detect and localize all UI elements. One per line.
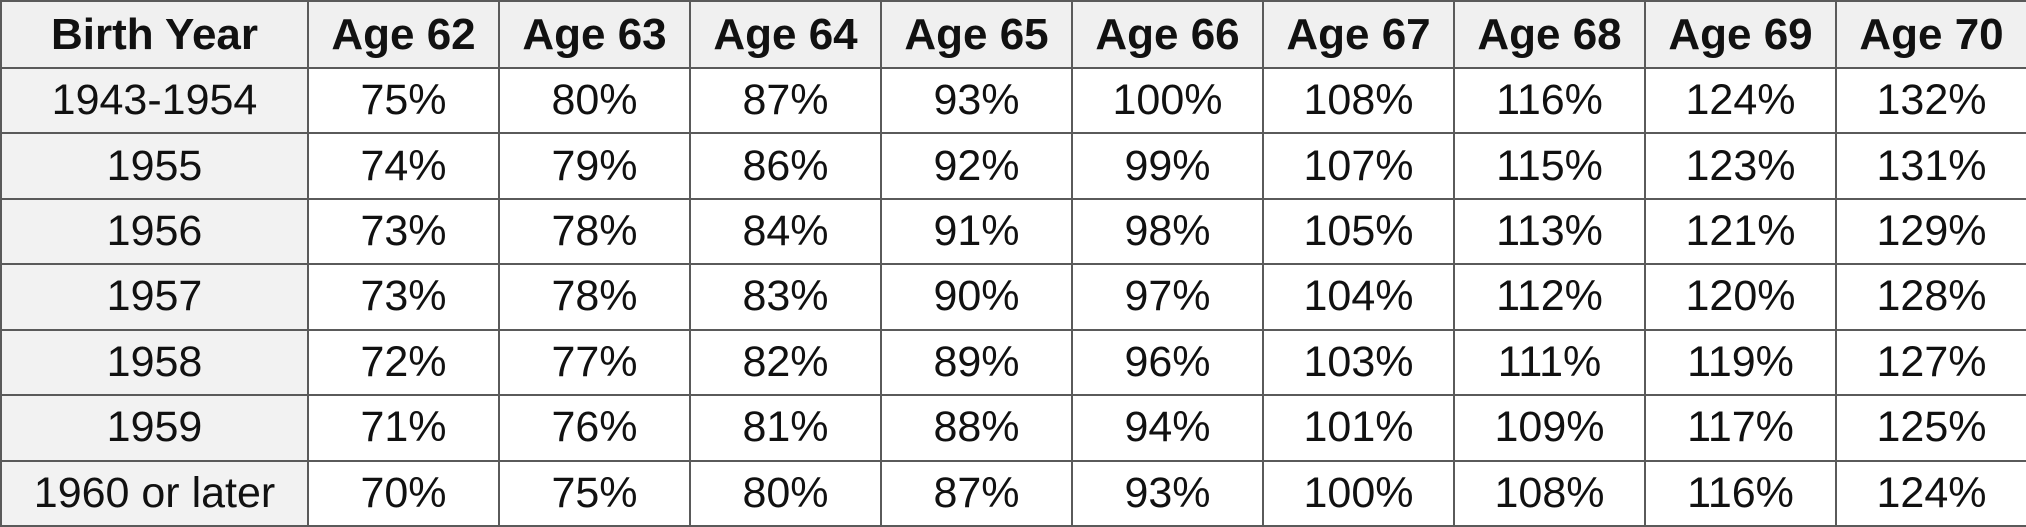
cell: 79% — [498, 132, 691, 200]
cell: 132% — [1835, 66, 2026, 135]
cell: 75% — [307, 66, 500, 135]
row-label: 1943-1954 — [0, 66, 309, 135]
table-row: 1957 73% 78% 83% 90% 97% 104% 112% 120% 128% — [0, 263, 2026, 331]
cell: 97% — [1071, 263, 1264, 331]
row-label: 1958 — [0, 328, 309, 397]
cell: 83% — [689, 263, 882, 331]
header-row: Birth Year Age 62 Age 63 Age 64 Age 65 Age 66… — [0, 0, 2026, 69]
cell: 115% — [1453, 132, 1646, 200]
header-cell: Age 63 — [498, 0, 691, 69]
cell: 108% — [1453, 459, 1646, 527]
table-row: 1960 or later 70% 75% 80% 87% 93% 100% 108% 116%… — [0, 459, 2026, 527]
cell: 93% — [880, 66, 1073, 135]
cell: 71% — [307, 394, 500, 462]
cell: 96% — [1071, 328, 1264, 397]
cell: 116% — [1644, 459, 1837, 527]
cell: 101% — [1262, 394, 1455, 462]
row-label: 1957 — [0, 263, 309, 331]
header-cell: Age 62 — [307, 0, 500, 69]
cell: 104% — [1262, 263, 1455, 331]
cell: 90% — [880, 263, 1073, 331]
row-label: 1960 or later — [0, 459, 309, 527]
cell: 125% — [1835, 394, 2026, 462]
cell: 74% — [307, 132, 500, 200]
table-row: 1943-1954 75% 80% 87% 93% 100% 108% 116% 124% 132… — [0, 66, 2026, 135]
cell: 128% — [1835, 263, 2026, 331]
cell: 84% — [689, 197, 882, 266]
cell: 94% — [1071, 394, 1264, 462]
cell: 131% — [1835, 132, 2026, 200]
table-row: 1958 72% 77% 82% 89% 96% 103% 111% 119% 127% — [0, 328, 2026, 397]
cell: 123% — [1644, 132, 1837, 200]
cell: 93% — [1071, 459, 1264, 527]
table-row: 1959 71% 76% 81% 88% 94% 101% 109% 117% 125% — [0, 394, 2026, 462]
cell: 92% — [880, 132, 1073, 200]
cell: 73% — [307, 197, 500, 266]
cell: 119% — [1644, 328, 1837, 397]
cell: 99% — [1071, 132, 1264, 200]
cell: 116% — [1453, 66, 1646, 135]
cell: 75% — [498, 459, 691, 527]
cell: 82% — [689, 328, 882, 397]
header-cell: Age 66 — [1071, 0, 1264, 69]
header-cell: Age 70 — [1835, 0, 2026, 69]
cell: 124% — [1835, 459, 2026, 527]
table-body: 1943-1954 75% 80% 87% 93% 100% 108% 116% 124% 132… — [0, 66, 2026, 527]
header-cell: Age 64 — [689, 0, 882, 69]
cell: 105% — [1262, 197, 1455, 266]
cell: 113% — [1453, 197, 1646, 266]
cell: 81% — [689, 394, 882, 462]
cell: 120% — [1644, 263, 1837, 331]
header-cell: Age 68 — [1453, 0, 1646, 69]
cell: 73% — [307, 263, 500, 331]
cell: 127% — [1835, 328, 2026, 397]
cell: 121% — [1644, 197, 1837, 266]
cell: 78% — [498, 263, 691, 331]
cell: 111% — [1453, 328, 1646, 397]
table-row: 1955 74% 79% 86% 92% 99% 107% 115% 123% 131% — [0, 132, 2026, 200]
cell: 72% — [307, 328, 500, 397]
header-cell: Age 67 — [1262, 0, 1455, 69]
row-label: 1956 — [0, 197, 309, 266]
cell: 76% — [498, 394, 691, 462]
cell: 129% — [1835, 197, 2026, 266]
cell: 117% — [1644, 394, 1837, 462]
cell: 100% — [1071, 66, 1264, 135]
row-label: 1955 — [0, 132, 309, 200]
cell: 109% — [1453, 394, 1646, 462]
cell: 78% — [498, 197, 691, 266]
cell: 103% — [1262, 328, 1455, 397]
cell: 112% — [1453, 263, 1646, 331]
header-cell: Age 65 — [880, 0, 1073, 69]
header-cell: Birth Year — [0, 0, 309, 69]
cell: 108% — [1262, 66, 1455, 135]
cell: 80% — [689, 459, 882, 527]
cell: 87% — [689, 66, 882, 135]
cell: 88% — [880, 394, 1073, 462]
cell: 86% — [689, 132, 882, 200]
header-cell: Age 69 — [1644, 0, 1837, 69]
table-row: 1956 73% 78% 84% 91% 98% 105% 113% 121% 129% — [0, 197, 2026, 266]
cell: 77% — [498, 328, 691, 397]
cell: 70% — [307, 459, 500, 527]
cell: 89% — [880, 328, 1073, 397]
row-label: 1959 — [0, 394, 309, 462]
cell: 87% — [880, 459, 1073, 527]
cell: 91% — [880, 197, 1073, 266]
cell: 124% — [1644, 66, 1837, 135]
cell: 80% — [498, 66, 691, 135]
cell: 107% — [1262, 132, 1455, 200]
cell: 100% — [1262, 459, 1455, 527]
cell: 98% — [1071, 197, 1264, 266]
